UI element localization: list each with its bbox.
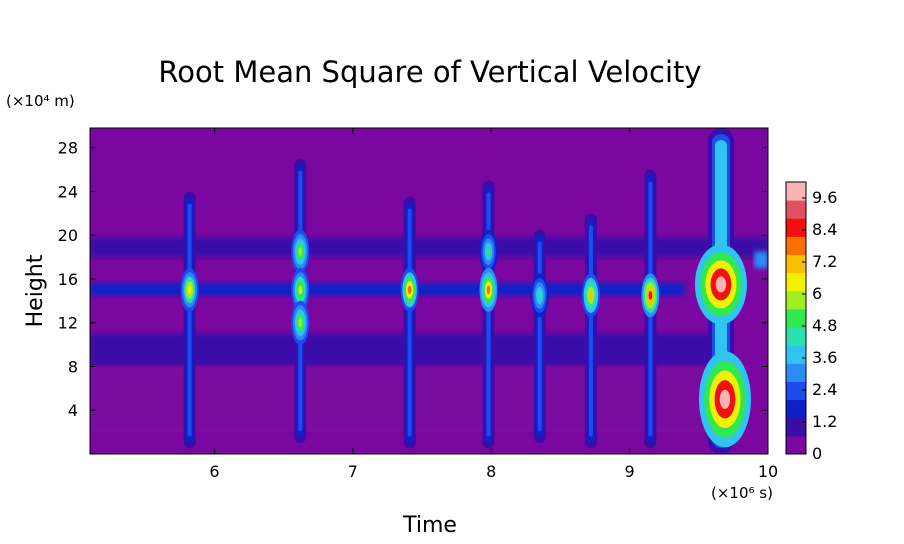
burst-5 [581, 213, 600, 449]
burst-5-column-2 [588, 225, 593, 437]
colorbar-ticks: 0 1.2 2.4 3.6 4.8 6 7.2 8.4 9.6 [802, 188, 837, 463]
plot-frame [89, 127, 769, 455]
colorbar-segment-7 [786, 308, 806, 328]
burst-4-column-2 [537, 241, 542, 432]
colorbar [785, 181, 807, 455]
x-tick-label-4: 10 [758, 462, 778, 481]
band-3 [90, 366, 713, 433]
burst-1 [291, 158, 310, 444]
burst-1-peak-0-level-4 [298, 247, 303, 257]
x-axis-label: Time [402, 513, 457, 538]
burst-1-peak-1-level-4 [298, 285, 303, 295]
colorbar-tick-label-4: 4.8 [812, 316, 837, 335]
colorbar-tick-label-2: 2.4 [812, 380, 837, 399]
band-0 [90, 237, 768, 258]
y-tick-label-3: 16 [58, 270, 78, 289]
burst-layer [180, 128, 751, 454]
colorbar-segment-14 [786, 182, 806, 201]
burst-2-column-2 [407, 208, 412, 437]
colorbar-segment-13 [786, 200, 806, 219]
burst-2-peak-0-level-4 [407, 285, 412, 295]
colorbar-segment-12 [786, 218, 806, 237]
band-4 [754, 251, 768, 269]
colorbar-segment-10 [786, 254, 806, 274]
colorbar-tick-label-6: 7.2 [812, 252, 837, 271]
y-tick-label-0: 4 [68, 401, 78, 420]
burst-7-peak-1-level-4 [719, 389, 731, 409]
colorbar-segment-4 [786, 363, 806, 382]
burst-3 [479, 180, 498, 449]
plot-area [90, 128, 768, 454]
colorbar-tick-label-5: 6 [812, 284, 822, 303]
x-tick-label-3: 9 [625, 462, 635, 481]
colorbar-tick-label-7: 8.4 [812, 220, 837, 239]
x-axis-unit: (×10⁶ s) [711, 484, 773, 502]
burst-1-peak-2-level-4 [298, 318, 303, 328]
x-tick-label-2: 8 [486, 462, 496, 481]
y-axis-unit: (×10⁴ m) [6, 92, 75, 110]
burst-3-column-2 [486, 192, 491, 437]
burst-7 [694, 128, 751, 454]
colorbar-segment-6 [786, 327, 806, 346]
y-tick-label-2: 12 [58, 314, 78, 333]
colorbar-segment-9 [786, 272, 806, 292]
colorbar-segment-3 [786, 381, 806, 401]
burst-2 [400, 196, 419, 449]
y-axis-label: Height [23, 254, 48, 327]
colorbar-segment-11 [786, 236, 806, 256]
x-tick-label-0: 6 [209, 462, 219, 481]
x-axis-ticks: 6 7 8 9 10 [209, 128, 778, 481]
burst-6-peak-0-level-4 [648, 290, 653, 300]
colorbar-segment-1 [786, 417, 806, 437]
y-tick-label-5: 24 [58, 182, 78, 201]
colorbar-tick-label-0: 0 [812, 444, 822, 463]
colorbar-tick-label-8: 9.6 [812, 188, 837, 207]
y-axis-ticks: 4 8 12 16 20 24 28 [58, 139, 768, 420]
colorbar-segment-8 [786, 290, 806, 310]
burst-3-peak-1-level-4 [486, 285, 491, 295]
burst-5-peak-0-level-4 [589, 290, 593, 300]
burst-3-peak-0-level-4 [486, 247, 491, 257]
x-tick-label-1: 7 [348, 462, 358, 481]
band-2 [90, 333, 713, 367]
burst-0 [180, 191, 199, 449]
burst-4 [530, 229, 549, 444]
colorbar-segment-2 [786, 399, 806, 419]
y-tick-label-4: 20 [58, 226, 78, 245]
colorbar-tick-label-1: 1.2 [812, 412, 837, 431]
y-tick-label-6: 28 [58, 139, 78, 158]
colorbar-segment-5 [786, 345, 806, 364]
colorbar-segment-0 [786, 435, 806, 455]
burst-7-peak-0-level-4 [715, 276, 727, 293]
burst-0-peak-0-level-4 [187, 285, 192, 295]
colorbar-tick-label-3: 3.6 [812, 348, 837, 367]
burst-4-peak-0-level-4 [537, 290, 542, 300]
burst-0-column-2 [187, 203, 192, 437]
colorbar-frame [785, 181, 807, 455]
y-tick-label-1: 8 [68, 357, 78, 376]
chart-title: Root Mean Square of Vertical Velocity [158, 55, 701, 89]
burst-6 [641, 169, 660, 449]
